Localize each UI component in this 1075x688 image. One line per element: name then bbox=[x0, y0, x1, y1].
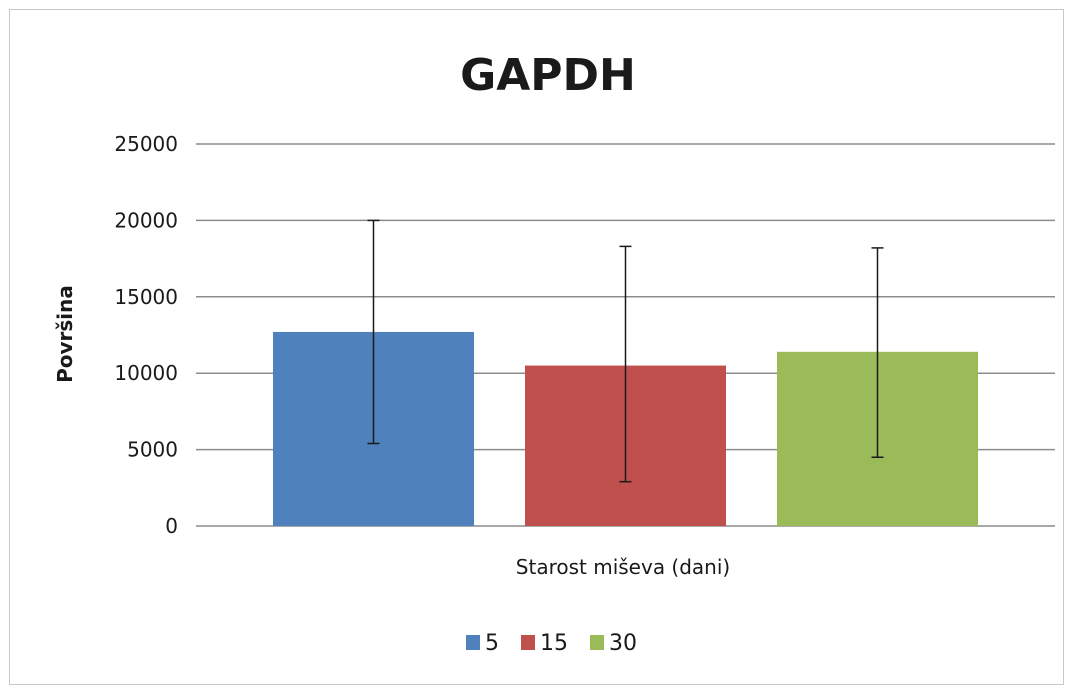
y-axis-title: Površina bbox=[53, 285, 77, 383]
legend-swatch bbox=[466, 635, 480, 650]
error-bars bbox=[367, 219, 884, 483]
error-bar-5 bbox=[367, 219, 380, 445]
legend-label: 30 bbox=[609, 631, 637, 656]
y-tick-label: 20000 bbox=[114, 208, 178, 232]
legend: 5 15 30 bbox=[466, 631, 637, 656]
legend-label: 15 bbox=[540, 631, 568, 656]
legend-swatch bbox=[521, 635, 535, 650]
legend-label: 5 bbox=[485, 631, 499, 656]
x-axis-title: Starost miševa (dani) bbox=[516, 555, 730, 579]
legend-item-30: 30 bbox=[590, 631, 637, 656]
y-tick-label: 0 bbox=[165, 514, 178, 538]
error-bar-30 bbox=[871, 247, 884, 458]
chart-title: GAPDH bbox=[460, 50, 636, 101]
error-bar-15 bbox=[619, 245, 632, 483]
chart-frame bbox=[9, 9, 1064, 685]
y-axis-ticks: 0 5000 10000 15000 20000 25000 bbox=[114, 132, 178, 538]
y-tick-label: 10000 bbox=[114, 361, 178, 385]
y-tick-label: 15000 bbox=[114, 285, 178, 309]
legend-item-15: 15 bbox=[521, 631, 568, 656]
legend-item-5: 5 bbox=[466, 631, 499, 656]
legend-swatch bbox=[590, 635, 604, 650]
y-tick-label: 5000 bbox=[127, 438, 178, 462]
y-tick-label: 25000 bbox=[114, 132, 178, 156]
